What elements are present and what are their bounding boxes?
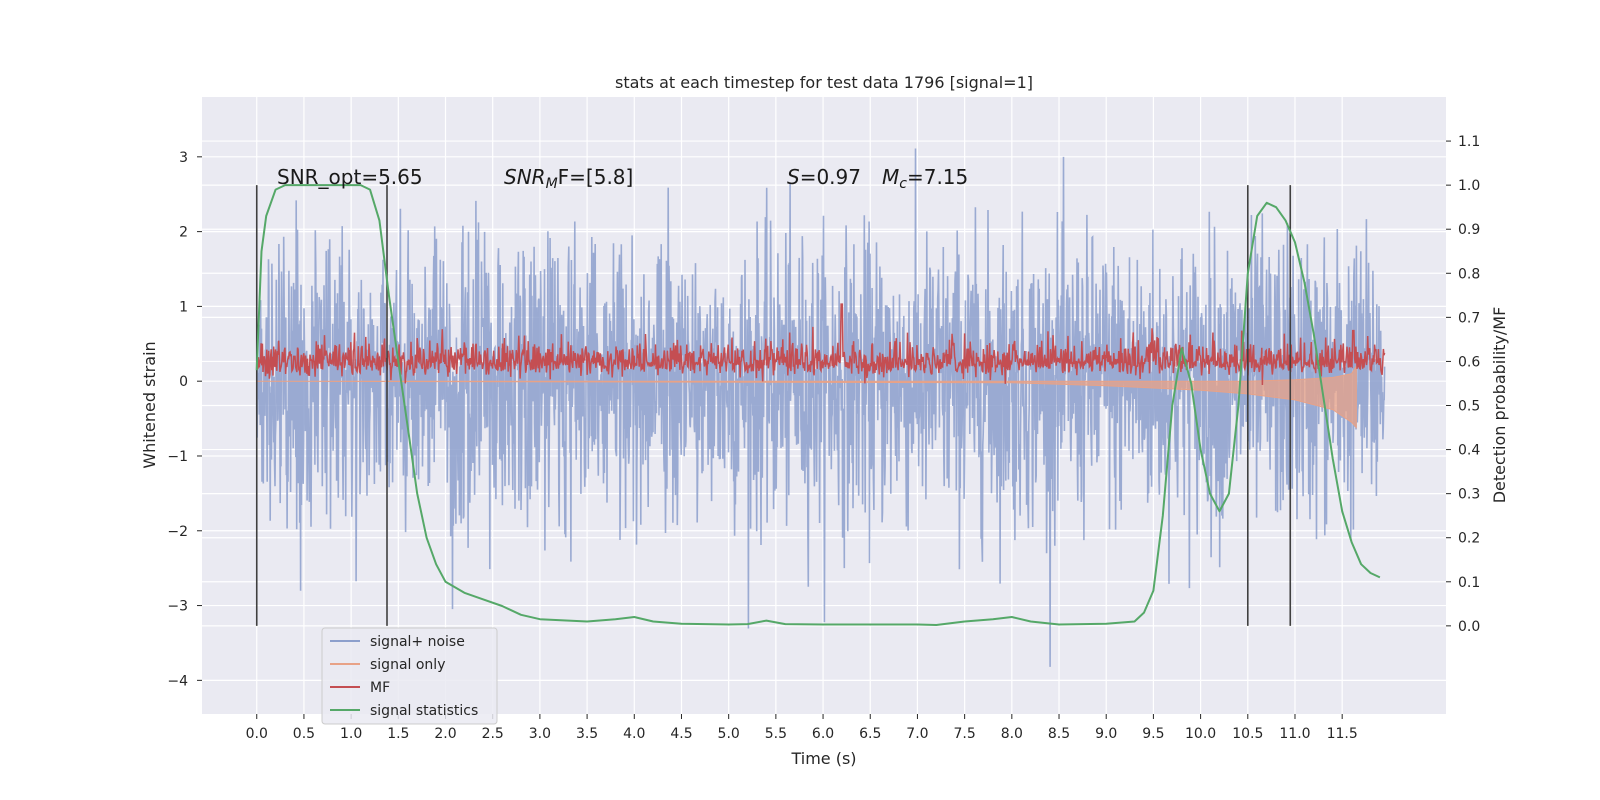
y-axis-right-label: Detection probability/MF [1490,307,1509,504]
y-right-tick-label: 0.0 [1458,619,1480,635]
series-signal-only [256,364,1357,429]
s-symbol: S [787,165,800,189]
vertical-markers [255,185,1292,626]
x-tick-label: 4.0 [623,726,645,742]
y-right-tick-label: 0.6 [1458,354,1480,370]
annotation-mc: Mc=7.15 [882,165,968,192]
y-right-tick-label: 0.9 [1458,222,1480,238]
annotation-snr-opt: SNR_opt=5.65 [277,165,423,189]
x-tick-label: 8.5 [1048,726,1070,742]
x-tick-label: 2.0 [434,726,456,742]
y-tick-label: −1 [167,449,188,465]
annotation-snr-mf: SNRMF=[5.8] [504,165,633,192]
x-tick-label: 0.0 [246,726,268,742]
x-tick-label: 11.0 [1279,726,1310,742]
signal-only-area [256,364,1357,429]
x-axis-ticks: 0.0 0.5 1.0 1.5 2.0 2.5 3.0 3.5 4.0 4.5 5.0 5.5 6.0 6… [246,714,1358,742]
y-right-tick-label: 1.1 [1458,134,1480,150]
annotation-s: S=0.97 [787,165,861,189]
y-right-tick-label: 0.2 [1458,531,1480,547]
y-axis-left-ticks: 3 2 1 0 −1 −2 −3 −4 [167,150,202,689]
legend: signal+ noise signal only MF signal statist… [321,627,498,725]
x-tick-label: 10.5 [1232,726,1263,742]
x-tick-label: 6.5 [859,726,881,742]
mf-line [256,303,1386,386]
legend-label: MF [370,680,390,696]
y-tick-label: 0 [179,374,188,390]
y-axis-right-ticks: 1.1 1.0 0.9 0.8 0.7 0.6 0.5 0.4 0.3 0.2 0.1 0.0 [1446,134,1480,635]
x-tick-label: 1.0 [340,726,362,742]
series-mf [256,303,1386,386]
snr-mf-value: F=[5.8] [558,165,634,189]
y-tick-label: −4 [167,673,188,689]
x-tick-label: 9.5 [1142,726,1164,742]
x-tick-label: 1.5 [387,726,409,742]
y-right-tick-label: 0.3 [1458,487,1480,503]
x-tick-label: 8.0 [1001,726,1023,742]
x-tick-label: 3.0 [529,726,551,742]
x-tick-label: 10.0 [1185,726,1216,742]
y-tick-label: −3 [167,599,188,615]
x-tick-label: 9.0 [1095,726,1117,742]
legend-label: signal+ noise [370,634,465,650]
x-tick-label: 5.0 [718,726,740,742]
y-tick-label: 1 [179,299,188,315]
x-tick-label: 6.0 [812,726,834,742]
chart-title: stats at each timestep for test data 179… [615,73,1033,92]
y-tick-label: 2 [179,225,188,241]
x-tick-label: 7.0 [906,726,928,742]
series-signal-statistics [255,184,1381,626]
y-right-tick-label: 0.4 [1458,443,1480,459]
y-right-tick-label: 0.7 [1458,310,1480,326]
y-tick-label: 3 [179,150,188,166]
x-tick-label: 11.5 [1327,726,1358,742]
x-axis-label: Time (s) [790,749,856,768]
y-right-tick-label: 1.0 [1458,178,1480,194]
legend-box [321,627,498,725]
mc-symbol: M [882,165,899,189]
snr-mf-subscript: M [546,176,558,192]
snr-mf-symbol: SNR [504,165,546,189]
signal-statistics-line [255,184,1381,626]
x-tick-label: 7.5 [954,726,976,742]
y-right-tick-label: 0.1 [1458,575,1480,591]
mc-subscript: c [899,176,907,192]
legend-label: signal only [370,657,445,673]
legend-label: signal statistics [370,703,478,719]
y-tick-label: −2 [167,524,188,540]
y-right-tick-label: 0.5 [1458,399,1480,415]
x-tick-label: 2.5 [482,726,504,742]
x-tick-label: 0.5 [293,726,315,742]
mc-value: =7.15 [907,165,968,189]
s-value: =0.97 [800,165,861,189]
x-tick-label: 4.5 [670,726,692,742]
x-tick-label: 5.5 [765,726,787,742]
y-axis-left-label: Whitened strain [140,341,159,468]
y-right-tick-label: 0.8 [1458,266,1480,282]
x-tick-label: 3.5 [576,726,598,742]
